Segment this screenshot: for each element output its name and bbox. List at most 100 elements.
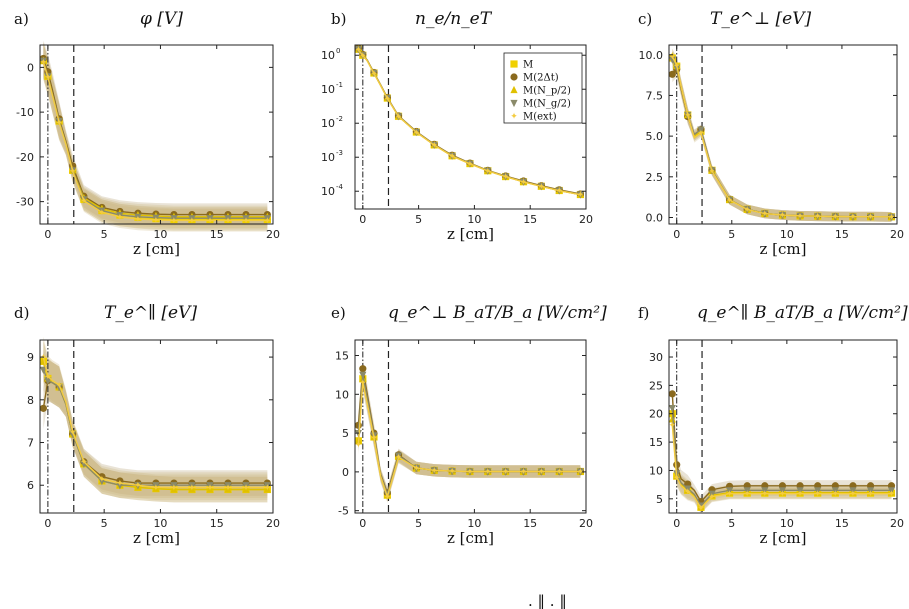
data-point <box>354 46 362 54</box>
data-point: ✦ <box>697 504 705 514</box>
data-point <box>39 366 47 375</box>
data-point <box>668 415 676 423</box>
y-tick-exponent: -1 <box>336 81 343 89</box>
data-point: ✦ <box>466 467 474 477</box>
data-point: ✦ <box>779 490 787 500</box>
panel-title: q_e^⊥ B_aT/B_a [W/cm²] <box>388 303 607 323</box>
y-tick-label: -20 <box>16 151 34 164</box>
y-tick-label: 10.0 <box>639 49 664 62</box>
plot-frame <box>39 44 274 225</box>
x-tick-label: 15 <box>210 228 224 241</box>
data-point <box>761 487 769 495</box>
data-point <box>263 482 271 490</box>
legend-label: M(2Δt) <box>523 73 559 84</box>
x-axis-label: z [cm] <box>760 529 807 547</box>
data-point: ✦ <box>80 197 88 207</box>
footer-note: . ‖ . ‖ <box>528 592 567 609</box>
data-point <box>39 57 47 65</box>
data-point <box>69 430 77 439</box>
y-tick-label: 10 <box>321 49 335 62</box>
y-tick-label: 9 <box>27 351 34 364</box>
data-point <box>55 383 63 392</box>
x-tick-label: 10 <box>467 213 481 226</box>
x-tick-label: 20 <box>890 517 904 530</box>
x-tick-label: 0 <box>44 228 51 241</box>
panel-title: φ [V] <box>140 9 183 29</box>
data-point: ✦ <box>669 52 677 62</box>
x-tick-label: 5 <box>415 213 422 226</box>
y-tick-exponent: -3 <box>336 149 343 157</box>
data-point: ✦ <box>888 490 896 500</box>
legend-marker <box>510 85 518 94</box>
legend-marker <box>510 99 518 108</box>
x-tick-label: 10 <box>467 517 481 530</box>
data-point: ✦ <box>555 467 563 477</box>
data-point: ✦ <box>359 52 367 62</box>
uncertainty-band <box>43 42 268 230</box>
data-point: ✦ <box>814 490 822 500</box>
x-tick-label: 0 <box>359 213 366 226</box>
data-point: ✦ <box>466 160 474 170</box>
y-tick-exponent: -4 <box>336 183 344 191</box>
legend-label: M(N_p/2) <box>523 86 571 97</box>
y-tick-label: 10 <box>321 151 335 164</box>
data-point: ✦ <box>484 167 492 177</box>
data-point: ✦ <box>370 434 378 444</box>
data-point: ✦ <box>413 464 421 474</box>
panel-label: d) <box>14 304 29 322</box>
data-point: ✦ <box>849 213 857 223</box>
x-tick-label: 10 <box>780 228 794 241</box>
data-point: ✦ <box>264 483 272 493</box>
x-tick-label: 20 <box>890 228 904 241</box>
y-tick-label: -10 <box>16 106 34 119</box>
x-tick-label: 5 <box>101 517 108 530</box>
x-tick-label: 15 <box>523 213 537 226</box>
x-tick-label: 5 <box>101 228 108 241</box>
data-point <box>206 482 214 490</box>
y-tick-label: 15 <box>335 350 349 363</box>
series-line <box>42 356 268 489</box>
panel-label: c) <box>638 10 652 28</box>
x-tick-label: 15 <box>835 228 849 241</box>
data-point <box>697 126 705 134</box>
panel-c: ✦✦✦✦✦✦✦ ✦ ✦ ✦ ✦ ✦ ✦ ✦ ✦0 5 10 15 200.02.55.07.510.0z… <box>638 9 904 258</box>
x-tick-label: 15 <box>835 517 849 530</box>
y-tick-label: 10 <box>321 117 335 130</box>
y-tick-exponent: -2 <box>336 115 343 123</box>
y-tick-label: 10 <box>335 388 349 401</box>
data-point: ✦ <box>170 483 178 493</box>
y-tick-exponent: 0 <box>336 47 340 55</box>
x-axis-label: z [cm] <box>133 529 180 547</box>
uncertainty-band <box>43 336 268 501</box>
data-point: ✦ <box>577 467 585 477</box>
panel-label: f) <box>638 304 649 322</box>
data-point: ✦ <box>888 213 896 223</box>
data-point: ✦ <box>134 481 142 491</box>
data-point <box>188 482 196 490</box>
y-tick-label: 10 <box>649 464 663 477</box>
series-line <box>357 382 581 500</box>
data-point: ✦ <box>395 112 403 122</box>
x-tick-label: 0 <box>673 228 680 241</box>
data-point: ✦ <box>413 128 421 138</box>
data-point: ✦ <box>708 167 716 177</box>
data-point <box>866 487 875 495</box>
panel-title: n_e/n_eT <box>415 9 493 29</box>
legend: M M(2Δt) M(N_p/2) M(N_g/2) ✦ M(ext) <box>503 52 583 124</box>
data-point: ✦ <box>867 490 875 500</box>
data-point: ✦ <box>55 118 63 128</box>
legend-marker <box>510 73 518 81</box>
data-point <box>44 377 52 385</box>
data-point: ✦ <box>673 61 681 71</box>
series-line <box>42 60 268 219</box>
data-point: ✦ <box>188 483 196 493</box>
series-line <box>671 425 892 510</box>
data-point <box>224 215 232 223</box>
data-point: ✦ <box>849 490 857 500</box>
y-tick-label: 2.5 <box>646 171 664 184</box>
y-tick-label: 7 <box>27 437 34 450</box>
data-point: ✦ <box>206 483 214 493</box>
uncertainty-band <box>43 360 268 496</box>
data-point <box>170 482 178 490</box>
x-tick-label: 10 <box>153 228 167 241</box>
